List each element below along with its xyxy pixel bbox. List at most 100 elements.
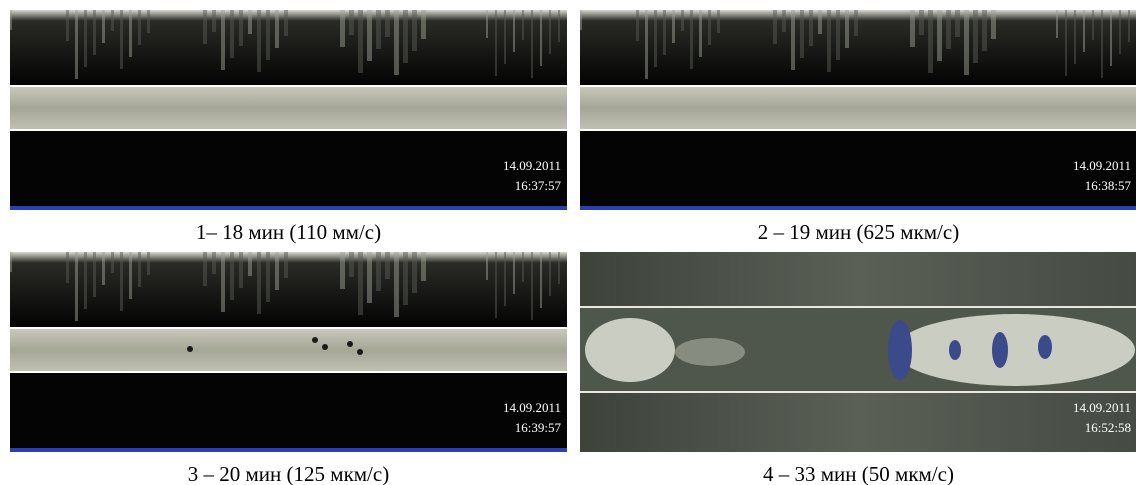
streak (221, 10, 225, 70)
streak (486, 10, 488, 38)
streak (412, 10, 417, 51)
streak (230, 252, 234, 300)
date-stamp: 14.09.2011 (1073, 400, 1131, 415)
streak (349, 252, 354, 277)
streak (367, 252, 372, 303)
streak (773, 10, 777, 44)
streak (531, 252, 533, 320)
streak (504, 252, 506, 306)
streak (340, 252, 345, 289)
streak (394, 10, 399, 75)
streak (120, 10, 123, 69)
streak (385, 10, 390, 37)
streak (1119, 10, 1121, 54)
dark-spot (1038, 335, 1052, 359)
streak (248, 252, 252, 276)
streak (910, 10, 915, 47)
photo-panel: 14.09.2011 16:38:57 (580, 10, 1136, 210)
streak (854, 10, 858, 36)
date-stamp: 14.09.2011 (503, 400, 561, 415)
streak (540, 252, 542, 308)
dark-spot (888, 320, 912, 380)
particle (357, 349, 363, 355)
streak (827, 10, 831, 72)
streak (964, 10, 969, 75)
photo-panel: 14.09.2011 16:37:57 (10, 10, 567, 210)
streak (403, 252, 408, 305)
streak (376, 252, 381, 291)
bottom-edge (10, 206, 567, 210)
streak (102, 10, 105, 43)
streak (809, 10, 813, 46)
particle (322, 344, 328, 350)
time-stamp: 16:37:57 (515, 178, 562, 193)
streak (558, 252, 560, 284)
streak (1110, 10, 1112, 66)
streak (782, 10, 786, 32)
streak (580, 10, 582, 30)
streak (928, 10, 933, 73)
particle (312, 337, 318, 343)
streak (340, 10, 345, 47)
particle (347, 341, 353, 347)
streak (212, 10, 216, 32)
streak (403, 10, 408, 63)
deposit (585, 318, 675, 382)
streak (1083, 10, 1085, 52)
streak (1065, 10, 1067, 76)
streak (138, 10, 141, 45)
streak (147, 10, 150, 33)
streak (66, 252, 69, 283)
streak (486, 252, 488, 280)
streak (111, 252, 114, 273)
streak (982, 10, 987, 51)
streak (10, 10, 12, 30)
streak (111, 10, 114, 31)
streak (495, 10, 497, 76)
streak (1128, 10, 1130, 42)
time-stamp: 16:52:58 (1085, 420, 1131, 435)
streak (955, 10, 960, 37)
streak (412, 252, 417, 293)
streak (531, 10, 533, 78)
deposit (895, 314, 1135, 386)
streak (513, 252, 515, 294)
streak (75, 252, 78, 321)
photo-panel: 14.09.2011 16:52:58 (580, 252, 1136, 452)
caption: 1– 18 мин (110 мм/с) (196, 220, 381, 244)
streak (394, 252, 399, 317)
streak (138, 252, 141, 287)
bottom-edge (10, 448, 567, 452)
streak (717, 10, 720, 33)
streak (84, 252, 87, 309)
streak (358, 252, 363, 315)
channel-strip (10, 329, 567, 371)
streak (257, 10, 261, 72)
streak (681, 10, 684, 31)
streak (699, 10, 702, 57)
streak (349, 10, 354, 35)
streak (1101, 10, 1103, 78)
streak (991, 10, 996, 39)
streak (558, 10, 560, 42)
streak (522, 252, 524, 282)
streak (791, 10, 795, 70)
streak (549, 252, 551, 296)
streak (248, 10, 252, 34)
streak (937, 10, 942, 61)
streak (275, 252, 279, 290)
streak (663, 10, 666, 55)
dark-spot (992, 332, 1008, 368)
streak (239, 10, 243, 46)
streak (645, 10, 648, 79)
streak (672, 10, 675, 43)
streak (221, 252, 225, 312)
streak (1092, 10, 1094, 40)
streak (93, 252, 96, 297)
streak (800, 10, 804, 58)
streak (284, 252, 288, 278)
streak (203, 10, 207, 44)
photo-panel: 14.09.2011 16:39:57 (10, 252, 567, 452)
streak (946, 10, 951, 49)
